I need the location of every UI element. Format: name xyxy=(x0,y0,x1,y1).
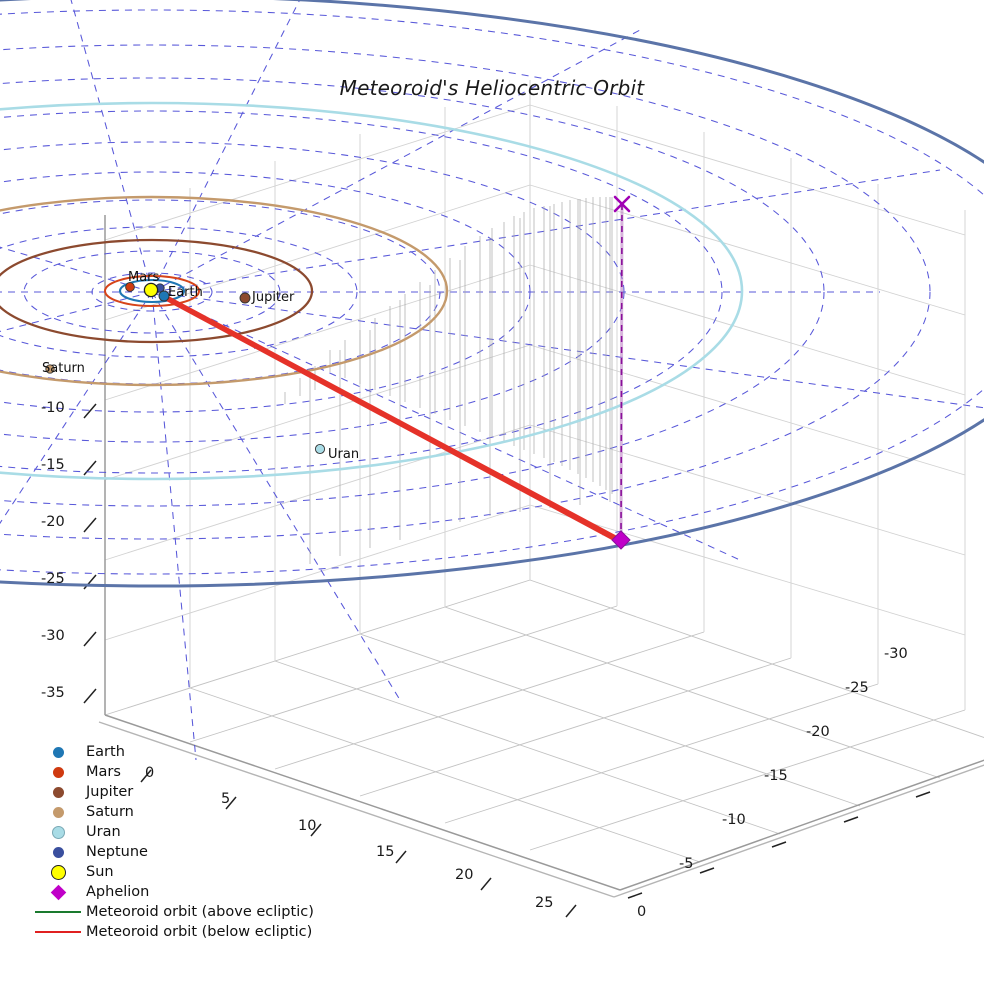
sun-marker-icon xyxy=(30,864,86,880)
tick-bottomright-6: -30 xyxy=(884,646,908,662)
legend-label: Saturn xyxy=(86,804,134,820)
legend-label: Uran xyxy=(86,824,121,840)
aphelion-cross-icon xyxy=(613,195,631,213)
marker-jupiter xyxy=(239,292,251,304)
red-line-icon xyxy=(30,931,86,933)
legend-item-jupiter[interactable]: Jupiter xyxy=(30,782,314,802)
aphelion-stem xyxy=(619,204,624,541)
legend-label: Meteoroid orbit (above ecliptic) xyxy=(86,904,314,920)
marker-uranus xyxy=(314,443,326,455)
tick-bottomright-4: -20 xyxy=(806,724,830,740)
tick-bottomleft-1: 5 xyxy=(221,791,231,807)
tick-left-1: -15 xyxy=(41,457,65,473)
axis-spines-outer xyxy=(98,721,984,898)
marker-earth xyxy=(158,290,170,302)
tick-left-0: -10 xyxy=(41,400,65,416)
tick-bottomleft-3: 15 xyxy=(376,844,395,860)
legend-item-sun[interactable]: Sun xyxy=(30,862,314,882)
legend-label: Mars xyxy=(86,764,121,780)
legend-item-saturn[interactable]: Saturn xyxy=(30,802,314,822)
legend-label: Neptune xyxy=(86,844,148,860)
tick-bottomright-1: -5 xyxy=(679,856,694,872)
legend-label: Earth xyxy=(86,744,125,760)
legend-item-earth[interactable]: Earth xyxy=(30,742,314,762)
legend-item-orbit-below-ecliptic[interactable]: Meteoroid orbit (below ecliptic) xyxy=(30,922,314,942)
legend-label: Sun xyxy=(86,864,114,880)
green-line-icon xyxy=(30,911,86,913)
tick-bottomright-2: -10 xyxy=(722,812,746,828)
tick-left-2: -20 xyxy=(41,514,65,530)
label-earth: Earth xyxy=(168,285,203,300)
aphelion-diamond-marker xyxy=(611,530,631,550)
mars-marker-icon xyxy=(30,766,86,778)
page-title: Meteoroid's Heliocentric Orbit xyxy=(339,76,645,100)
right-pane-grid xyxy=(529,80,966,710)
orbit-jupiter xyxy=(0,238,314,344)
tick-left-5: -35 xyxy=(41,685,65,701)
saturn-marker-icon xyxy=(30,806,86,818)
ecliptic-polar-grid xyxy=(0,0,984,761)
planet-markers xyxy=(45,282,326,455)
tick-left-4: -30 xyxy=(41,628,65,644)
legend-label: Aphelion xyxy=(86,884,150,900)
orbit-uranus xyxy=(0,101,744,481)
orbit-mars xyxy=(104,275,200,307)
tick-bottomright-0: 0 xyxy=(637,904,647,920)
orbit-saturn xyxy=(0,195,449,387)
label-mars: Mars xyxy=(128,270,160,285)
tick-bottomleft-4: 20 xyxy=(455,867,474,883)
aphelion-marker-icon xyxy=(30,884,86,900)
tick-bottomright-5: -25 xyxy=(845,680,869,696)
neptune-marker-icon xyxy=(30,846,86,858)
marker-saturn xyxy=(45,364,55,374)
legend-item-mars[interactable]: Mars xyxy=(30,762,314,782)
meteoroid-orbit-below-ecliptic xyxy=(161,293,623,545)
legend: Earth Mars Jupiter Saturn Uran Neptune S… xyxy=(30,742,314,942)
legend-item-orbit-above-ecliptic[interactable]: Meteoroid orbit (above ecliptic) xyxy=(30,902,314,922)
tick-bottomleft-2: 10 xyxy=(298,818,317,834)
tick-bottomright-3: -15 xyxy=(764,768,788,784)
tick-bottomleft-0: 0 xyxy=(145,765,155,781)
legend-label: Jupiter xyxy=(86,784,134,800)
left-pane-grid xyxy=(104,80,531,715)
legend-item-aphelion[interactable]: Aphelion xyxy=(30,882,314,902)
planet-orbits xyxy=(0,0,984,588)
earth-marker-icon xyxy=(30,746,86,758)
tick-left-3: -25 xyxy=(41,571,65,587)
orbit-neptune xyxy=(0,0,984,588)
label-uran: Uran xyxy=(328,447,360,462)
legend-label: Meteoroid orbit (below ecliptic) xyxy=(86,924,313,940)
orbit-earth xyxy=(118,278,186,304)
legend-item-neptune[interactable]: Neptune xyxy=(30,842,314,862)
axis-spines xyxy=(104,215,984,891)
uranus-marker-icon xyxy=(30,825,86,839)
tick-bottomleft-5: 25 xyxy=(535,895,554,911)
label-jupiter: Jupiter xyxy=(252,290,295,305)
marker-sun xyxy=(143,282,159,298)
label-saturn: Saturn xyxy=(42,361,85,376)
jupiter-marker-icon xyxy=(30,786,86,798)
marker-mars xyxy=(125,282,135,292)
legend-item-uran[interactable]: Uran xyxy=(30,822,314,842)
